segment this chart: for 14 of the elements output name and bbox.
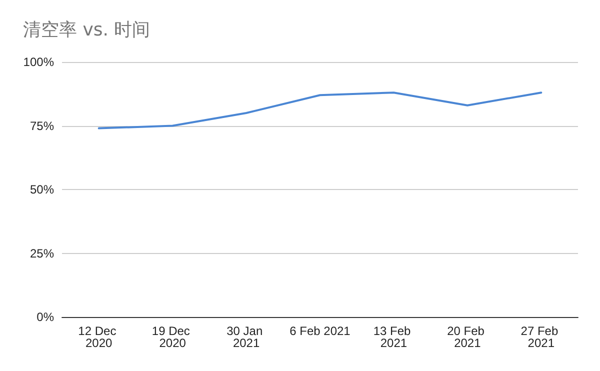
y-tick-label: 25% (30, 246, 54, 260)
chart-title: 清空率 vs. 时间 (23, 20, 150, 40)
x-tick-label: 13 Feb 2021 (373, 324, 414, 350)
x-tick-label: 27 Feb 2021 (520, 324, 562, 350)
x-tick-label: 20 Feb 2021 (447, 324, 488, 350)
y-tick-label: 75% (30, 118, 54, 133)
x-tick-label: 30 Jan 2021 (226, 324, 266, 350)
y-tick-label: 50% (30, 182, 54, 196)
y-tick-label: 100% (23, 55, 54, 69)
x-tick-label: 19 Dec 2020 (152, 324, 194, 350)
x-tick-label: 12 Dec 2020 (78, 324, 120, 350)
y-tick-label: 0% (36, 310, 54, 324)
line-series (98, 92, 542, 130)
x-tick-label: 6 Feb 2021 (290, 324, 351, 338)
